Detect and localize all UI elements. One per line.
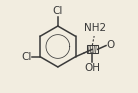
Bar [87, 45, 98, 53]
Text: OH: OH [84, 63, 100, 73]
Text: Cl: Cl [53, 6, 63, 16]
Text: Cl: Cl [21, 52, 31, 62]
Text: O: O [107, 40, 115, 50]
Text: NH2: NH2 [84, 23, 106, 33]
